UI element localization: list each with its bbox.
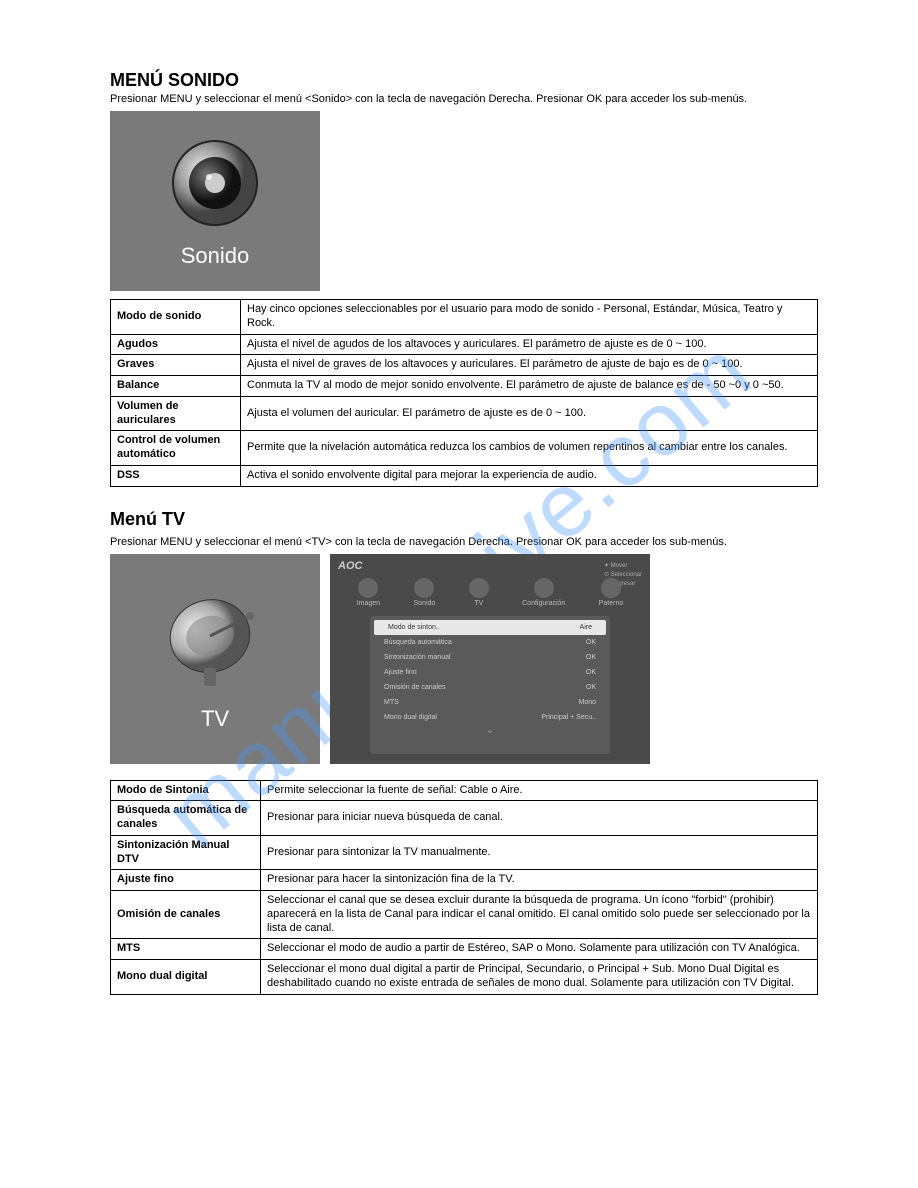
osd-row: Mono dual digital Principal + Secu.. xyxy=(370,710,610,725)
table-row: GravesAjusta el nivel de graves de los a… xyxy=(111,355,818,376)
row-label: Mono dual digital xyxy=(111,960,261,995)
osd-row: Sintonización manual OK xyxy=(370,650,610,665)
row-desc: Hay cinco opciones seleccionables por el… xyxy=(241,300,818,335)
osd-row-label: Ajuste fino xyxy=(384,669,417,676)
row-label: Balance xyxy=(111,376,241,397)
row-desc: Presionar para hacer la sintonización fi… xyxy=(261,870,818,891)
table-row: Omisión de canalesSeleccionar el canal q… xyxy=(111,891,818,939)
osd-row-label: Sintonización manual xyxy=(384,654,451,661)
osd-brand: AOC xyxy=(338,560,362,572)
osd-list: Modo de sinton.. Aire Búsqueda automática O… xyxy=(370,616,610,754)
tv-table: Modo de SintoniaPermite seleccionar la f… xyxy=(110,780,818,995)
osd-row-label: Omisión de canales xyxy=(384,684,445,691)
sonido-table: Modo de sonidoHay cinco opciones selecci… xyxy=(110,299,818,487)
tv-tile-label: TV xyxy=(201,706,229,732)
row-label: Modo de sonido xyxy=(111,300,241,335)
row-desc: Presionar para sintonizar la TV manualme… xyxy=(261,835,818,870)
row-desc: Ajusta el volumen del auricular. El pará… xyxy=(241,396,818,431)
osd-row-value: Aire xyxy=(580,624,592,631)
osd-tab-label: Sonido xyxy=(413,600,435,607)
osd-chevron-down-icon: ⌄ xyxy=(370,725,610,736)
osd-row-label: Búsqueda automática xyxy=(384,639,452,646)
osd-row-label: Modo de sinton.. xyxy=(388,624,440,631)
osd-row-value: OK xyxy=(586,684,596,691)
osd-tab-icon xyxy=(601,578,621,598)
row-label: DSS xyxy=(111,465,241,486)
table-row: Modo de SintoniaPermite seleccionar la f… xyxy=(111,780,818,801)
row-label: Volumen de auriculares xyxy=(111,396,241,431)
osd-row: MTS Mono xyxy=(370,695,610,710)
osd-row: Omisión de canales OK xyxy=(370,680,610,695)
row-label: Agudos xyxy=(111,334,241,355)
osd-tab: Configuración xyxy=(522,578,565,607)
row-desc: Conmuta la TV al modo de mejor sonido en… xyxy=(241,376,818,397)
speaker-icon xyxy=(165,133,265,233)
row-label: Graves xyxy=(111,355,241,376)
row-label: Sintonización Manual DTV xyxy=(111,835,261,870)
osd-row-value: OK xyxy=(586,639,596,646)
row-desc: Activa el sonido envolvente digital para… xyxy=(241,465,818,486)
osd-tabs: Imagen Sonido TV Configuración Paterno xyxy=(330,578,650,607)
sonido-tile: Sonido xyxy=(110,111,320,291)
osd-row: Búsqueda automática OK xyxy=(370,635,610,650)
row-desc: Seleccionar el canal que se desea exclui… xyxy=(261,891,818,939)
row-desc: Presionar para iniciar nueva búsqueda de… xyxy=(261,801,818,836)
osd-tab-icon xyxy=(469,578,489,598)
osd-row-value: OK xyxy=(586,669,596,676)
sonido-title: MENÚ SONIDO xyxy=(110,70,818,91)
osd-row-value: Principal + Secu.. xyxy=(541,714,596,721)
osd-tab-label: Imagen xyxy=(357,600,380,607)
osd-tab-icon xyxy=(414,578,434,598)
sonido-tile-label: Sonido xyxy=(181,243,250,269)
table-row: Control de volumen automáticoPermite que… xyxy=(111,431,818,466)
tv-subtitle: Presionar MENU y seleccionar el menú <TV… xyxy=(110,536,818,548)
osd-tab-icon xyxy=(358,578,378,598)
table-row: Volumen de auricularesAjusta el volumen … xyxy=(111,396,818,431)
table-row: Mono dual digitalSeleccionar el mono dua… xyxy=(111,960,818,995)
osd-row: Modo de sinton.. Aire xyxy=(374,620,606,635)
row-label: Omisión de canales xyxy=(111,891,261,939)
osd-tab-icon xyxy=(534,578,554,598)
osd-tab-label: TV xyxy=(474,600,483,607)
table-row: AgudosAjusta el nivel de agudos de los a… xyxy=(111,334,818,355)
row-label: Ajuste fino xyxy=(111,870,261,891)
table-row: BalanceConmuta la TV al modo de mejor so… xyxy=(111,376,818,397)
table-row: Sintonización Manual DTVPresionar para s… xyxy=(111,835,818,870)
osd-tab: Imagen xyxy=(357,578,380,607)
row-desc: Permite que la nivelación automática red… xyxy=(241,431,818,466)
row-label: Búsqueda automática de canales xyxy=(111,801,261,836)
row-desc: Seleccionar el mono dual digital a parti… xyxy=(261,960,818,995)
row-label: Modo de Sintonia xyxy=(111,780,261,801)
osd-row-value: OK xyxy=(586,654,596,661)
osd-row-value: Mono xyxy=(578,699,596,706)
osd-tab-label: Paterno xyxy=(599,600,624,607)
table-row: Modo de sonidoHay cinco opciones selecci… xyxy=(111,300,818,335)
row-desc: Ajusta el nivel de graves de los altavoc… xyxy=(241,355,818,376)
table-row: Ajuste finoPresionar para hacer la sinto… xyxy=(111,870,818,891)
osd-tab: Sonido xyxy=(413,578,435,607)
osd-tab: TV xyxy=(469,578,489,607)
row-label: Control de volumen automático xyxy=(111,431,241,466)
tv-tile: TV xyxy=(110,554,320,764)
osd-row-label: Mono dual digital xyxy=(384,714,437,721)
sonido-subtitle: Presionar MENU y seleccionar el menú <So… xyxy=(110,93,818,105)
row-desc: Permite seleccionar la fuente de señal: … xyxy=(261,780,818,801)
osd-tab-label: Configuración xyxy=(522,600,565,607)
osd-tab: Paterno xyxy=(599,578,624,607)
table-row: Búsqueda automática de canalesPresionar … xyxy=(111,801,818,836)
table-row: DSSActiva el sonido envolvente digital p… xyxy=(111,465,818,486)
table-row: MTSSeleccionar el modo de audio a partir… xyxy=(111,939,818,960)
satellite-dish-icon xyxy=(160,586,270,696)
row-desc: Ajusta el nivel de agudos de los altavoc… xyxy=(241,334,818,355)
tv-title: Menú TV xyxy=(110,509,818,530)
row-desc: Seleccionar el modo de audio a partir de… xyxy=(261,939,818,960)
tv-osd-panel: AOC ✦ Mover⊙ Seleccionar↺ Regresar Image… xyxy=(330,554,650,764)
osd-row-label: MTS xyxy=(384,699,399,706)
osd-row: Ajuste fino OK xyxy=(370,665,610,680)
osd-hint: ✦ Mover xyxy=(604,562,642,571)
row-label: MTS xyxy=(111,939,261,960)
